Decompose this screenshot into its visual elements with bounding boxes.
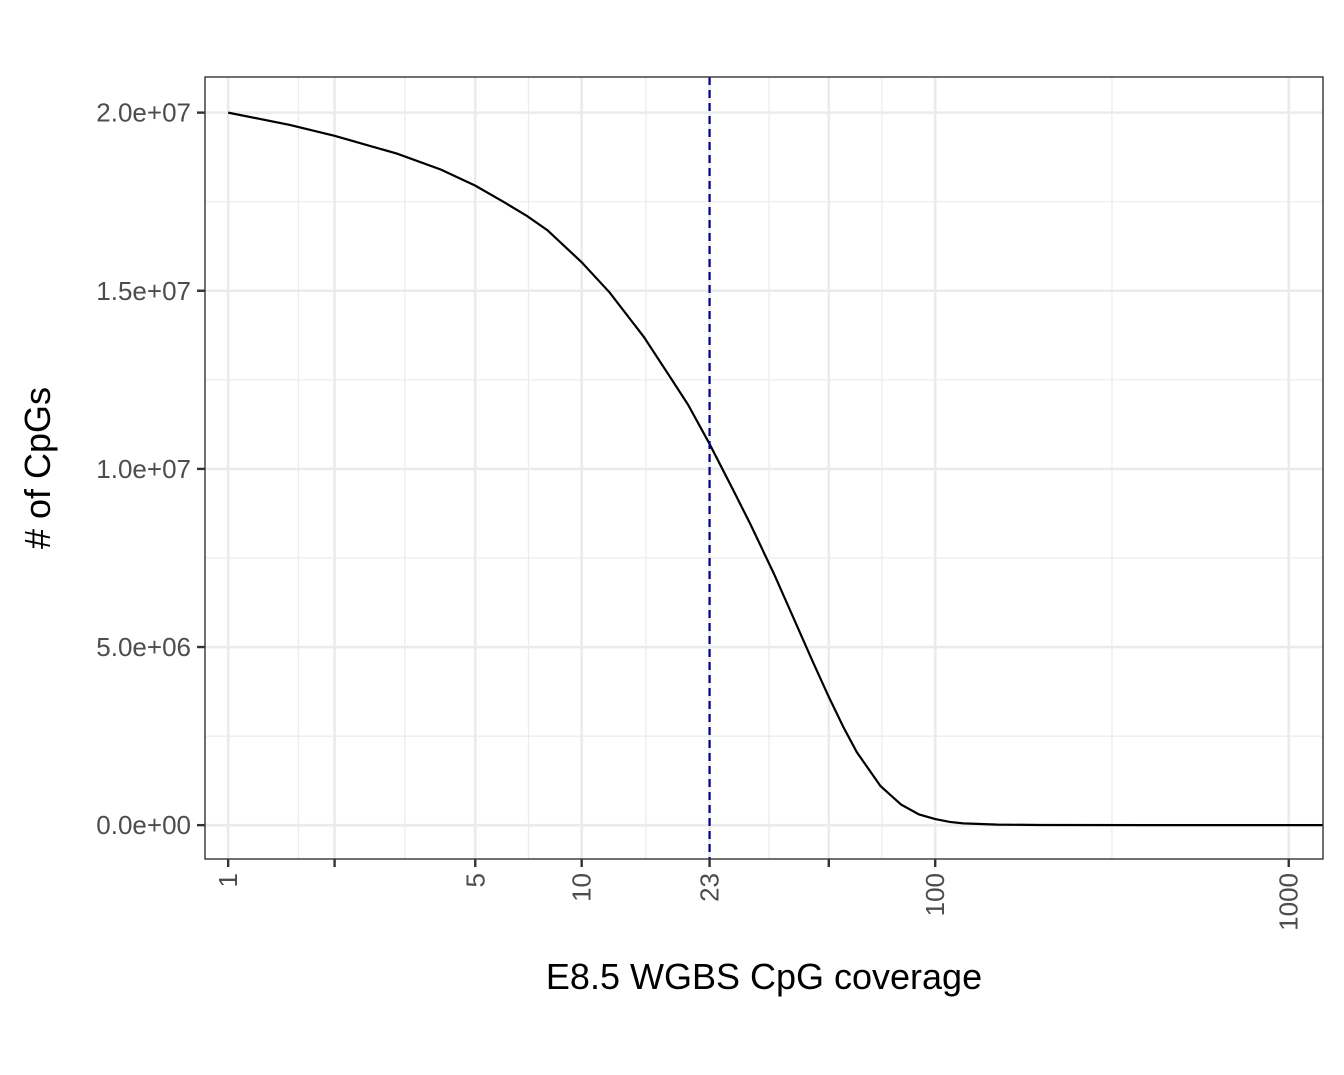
series-line [227, 111, 1323, 827]
y-tick-label: 0.0e+00 [96, 810, 191, 840]
y-axis: 0.0e+00 5.0e+06 1.0e+07 1.5e+07 2.0e+07 [96, 98, 205, 840]
x-tick-label: 23 [695, 873, 725, 902]
y-axis-title: # of CpGs [17, 387, 58, 549]
x-tick-label: 1000 [1274, 873, 1304, 931]
y-tick-label: 5.0e+06 [96, 632, 191, 662]
x-axis: 1 5 10 23 100 1000 [213, 859, 1304, 931]
x-tick-label: 1 [213, 873, 243, 887]
x-tick-label: 100 [920, 873, 950, 916]
x-tick-label: 10 [567, 873, 597, 902]
x-tick-label: 5 [460, 873, 490, 887]
y-tick-label: 1.5e+07 [96, 276, 191, 306]
x-axis-title: E8.5 WGBS CpG coverage [546, 956, 982, 997]
y-tick-label: 1.0e+07 [96, 454, 191, 484]
y-tick-label: 2.0e+07 [96, 98, 191, 128]
